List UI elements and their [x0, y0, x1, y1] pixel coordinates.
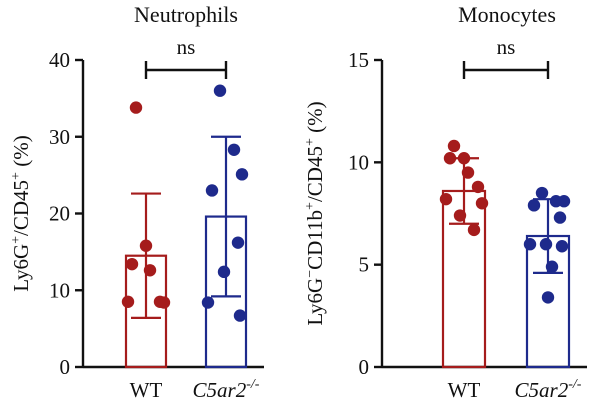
y-tick-label: 5	[359, 253, 370, 277]
y-axis-label: Ly6G+/CD45+ (%)	[9, 135, 33, 291]
x-label-text: C5ar2	[515, 378, 569, 402]
data-point	[527, 199, 541, 212]
x-tick-label: WT	[130, 378, 163, 402]
x-tick-label: WT	[448, 378, 481, 402]
data-point	[539, 238, 553, 251]
significance-label: ns	[177, 35, 196, 59]
data-point	[535, 186, 549, 200]
data-point	[557, 195, 571, 208]
y-tick-label: 30	[49, 125, 70, 149]
y-tick-label: 10	[348, 150, 369, 174]
data-point	[129, 101, 143, 114]
data-point	[447, 139, 461, 153]
chart-title: Neutrophils	[134, 2, 238, 27]
y-label-superscript: +	[303, 202, 318, 210]
data-point	[453, 209, 467, 222]
data-point	[541, 291, 555, 304]
x-label-text: WT	[448, 378, 481, 402]
chart-title: Monocytes	[458, 2, 556, 27]
data-point	[139, 239, 153, 252]
data-point	[125, 257, 139, 271]
y-tick-label: 40	[49, 48, 70, 72]
data-point	[205, 184, 219, 197]
data-point	[523, 238, 537, 251]
x-tick-label: C5ar2-/-	[193, 377, 260, 402]
data-point	[227, 143, 241, 156]
data-point	[555, 240, 569, 253]
x-label-superscript: -/-	[568, 377, 582, 392]
data-point	[201, 296, 215, 309]
data-point	[471, 180, 485, 194]
x-label-text: C5ar2	[193, 378, 247, 402]
y-label-text: (%)	[303, 101, 327, 138]
y-label-text: (%)	[9, 135, 33, 172]
y-label-text: Ly6G	[303, 278, 327, 326]
y-tick-label: 20	[49, 202, 70, 226]
y-tick-label: 0	[60, 355, 71, 379]
significance-label: ns	[497, 35, 516, 59]
data-point	[553, 211, 567, 224]
data-point	[545, 260, 559, 273]
y-label-text: /CD45	[303, 146, 327, 202]
data-point	[439, 192, 453, 206]
data-point	[475, 197, 489, 210]
y-axis-label: Ly6G−CD11b+/CD45+ (%)	[303, 101, 327, 325]
data-point	[233, 309, 247, 322]
x-label-text: WT	[130, 378, 163, 402]
data-point	[231, 236, 245, 249]
y-label-superscript: −	[303, 270, 318, 278]
x-tick-label: C5ar2-/-	[515, 377, 582, 402]
data-point	[235, 168, 249, 181]
x-label-superscript: -/-	[246, 377, 260, 392]
data-point	[461, 166, 475, 179]
y-label-superscript: +	[9, 236, 24, 244]
y-label-text: CD11b	[303, 210, 327, 270]
data-point	[121, 295, 135, 308]
data-point	[157, 296, 171, 309]
data-point	[457, 152, 471, 165]
y-label-text: /CD45	[9, 180, 33, 236]
data-point	[443, 152, 457, 165]
data-point	[467, 223, 481, 237]
data-point	[213, 84, 227, 97]
y-label-superscript: +	[9, 172, 24, 180]
y-label-text: Ly6G	[9, 244, 33, 292]
data-point	[143, 264, 157, 277]
data-point	[217, 265, 231, 279]
y-tick-label: 15	[348, 48, 369, 72]
y-tick-label: 0	[359, 355, 370, 379]
y-tick-label: 10	[49, 278, 70, 302]
y-label-superscript: +	[303, 138, 318, 146]
